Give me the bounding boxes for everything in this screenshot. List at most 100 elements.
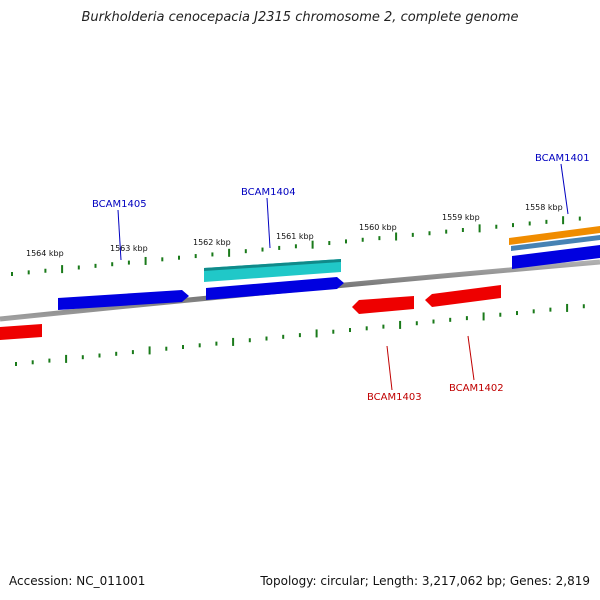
minor-tick — [345, 239, 347, 244]
minor-tick — [512, 223, 514, 228]
minor-tick — [81, 355, 84, 360]
major-tick — [232, 337, 235, 346]
minor-tick — [48, 358, 51, 363]
minor-tick — [178, 255, 180, 260]
minor-tick — [198, 343, 201, 348]
minor-tick — [461, 227, 464, 232]
scale-label-1564: 1564 kbp — [26, 249, 64, 258]
major-tick — [399, 320, 402, 329]
gene-bcam1402[interactable] — [425, 285, 501, 307]
map-title: Burkholderia cenocepacia J2315 chromosom… — [81, 10, 519, 25]
minor-tick — [545, 219, 548, 224]
minor-tick — [215, 341, 218, 346]
gene-label-bcam1402[interactable]: BCAM1402 — [449, 383, 504, 394]
minor-tick — [211, 252, 214, 257]
major-tick — [228, 248, 231, 257]
minor-tick — [582, 304, 585, 309]
major-tick — [144, 256, 147, 265]
minor-tick — [182, 345, 184, 350]
minor-tick — [244, 249, 247, 254]
upper-tick-row — [11, 216, 581, 276]
gene-label-bcam1403[interactable]: BCAM1403 — [367, 392, 422, 403]
minor-tick — [115, 351, 118, 356]
minor-tick — [161, 257, 164, 262]
minor-tick — [465, 316, 468, 321]
scale-label-1558: 1558 kbp — [525, 203, 563, 212]
callout-line-bcam1403 — [386, 345, 393, 391]
lower-tick-row — [15, 303, 585, 366]
major-tick — [65, 354, 68, 363]
minor-tick — [294, 244, 297, 249]
feature-bcam1401-orange[interactable] — [509, 226, 600, 245]
minor-tick — [332, 329, 335, 334]
minor-tick — [549, 307, 552, 312]
minor-tick — [499, 312, 502, 317]
minor-tick — [98, 353, 101, 358]
minor-tick — [261, 247, 264, 252]
major-tick — [482, 312, 485, 321]
minor-tick — [378, 236, 381, 241]
callout-line-bcam1402 — [467, 335, 475, 381]
minor-tick — [127, 260, 130, 265]
major-tick — [148, 346, 151, 355]
minor-tick — [428, 231, 431, 236]
scale-label-1563: 1563 kbp — [110, 244, 148, 253]
feature-bcam1404-cyan-edge — [204, 259, 341, 271]
minor-tick — [445, 229, 448, 234]
topology-text: Topology: circular; Length: 3,217,062 bp… — [260, 574, 590, 588]
minor-tick — [495, 224, 498, 229]
minor-tick — [111, 262, 114, 267]
minor-tick — [365, 326, 368, 331]
accession-text: Accession: NC_011001 — [9, 574, 146, 588]
minor-tick — [349, 328, 351, 333]
minor-tick — [532, 309, 535, 314]
major-tick — [562, 216, 565, 225]
minor-tick — [432, 319, 435, 324]
gene-label-bcam1404[interactable]: BCAM1404 — [241, 187, 296, 198]
major-tick — [566, 303, 569, 312]
minor-tick — [282, 334, 285, 339]
feature-bcam1404-cyan[interactable] — [204, 259, 341, 282]
minor-tick — [31, 360, 34, 365]
scale-label-1559: 1559 kbp — [442, 213, 480, 222]
callout-line-bcam1401 — [560, 163, 569, 215]
gene-label-bcam1405[interactable]: BCAM1405 — [92, 199, 147, 210]
minor-tick — [578, 216, 581, 221]
minor-tick — [265, 336, 268, 341]
minor-tick — [528, 221, 531, 226]
minor-tick — [516, 311, 518, 316]
gene-left-edge[interactable] — [0, 324, 42, 340]
minor-tick — [165, 346, 168, 351]
minor-tick — [11, 272, 13, 276]
callout-line-bcam1405 — [117, 209, 122, 261]
minor-tick — [278, 245, 281, 250]
major-tick — [311, 240, 314, 249]
minor-tick — [411, 232, 414, 237]
minor-tick — [382, 324, 385, 329]
feature-bcam1401-steel[interactable] — [511, 235, 600, 251]
scale-label-1562: 1562 kbp — [193, 238, 231, 247]
scale-label-1561: 1561 kbp — [276, 232, 314, 241]
minor-tick — [415, 321, 418, 326]
minor-tick — [361, 237, 364, 242]
gene-bcam1403[interactable] — [352, 296, 414, 314]
major-tick — [61, 265, 64, 274]
minor-tick — [131, 350, 134, 355]
minor-tick — [194, 254, 197, 259]
minor-tick — [44, 268, 47, 273]
minor-tick — [15, 362, 17, 366]
gene-bcam1405[interactable] — [58, 290, 189, 310]
gene-bcam1404-forward[interactable] — [206, 277, 344, 300]
major-tick — [395, 232, 398, 241]
minor-tick — [449, 317, 452, 322]
callout-line-bcam1404 — [266, 197, 271, 249]
minor-tick — [248, 338, 251, 343]
gene-bcam1401-forward[interactable] — [512, 245, 600, 269]
minor-tick — [328, 241, 331, 246]
gene-label-bcam1401[interactable]: BCAM1401 — [535, 153, 590, 164]
minor-tick — [27, 270, 30, 275]
minor-tick — [298, 333, 301, 338]
minor-tick — [94, 263, 97, 268]
scale-label-1560: 1560 kbp — [359, 223, 397, 232]
major-tick — [315, 329, 318, 338]
